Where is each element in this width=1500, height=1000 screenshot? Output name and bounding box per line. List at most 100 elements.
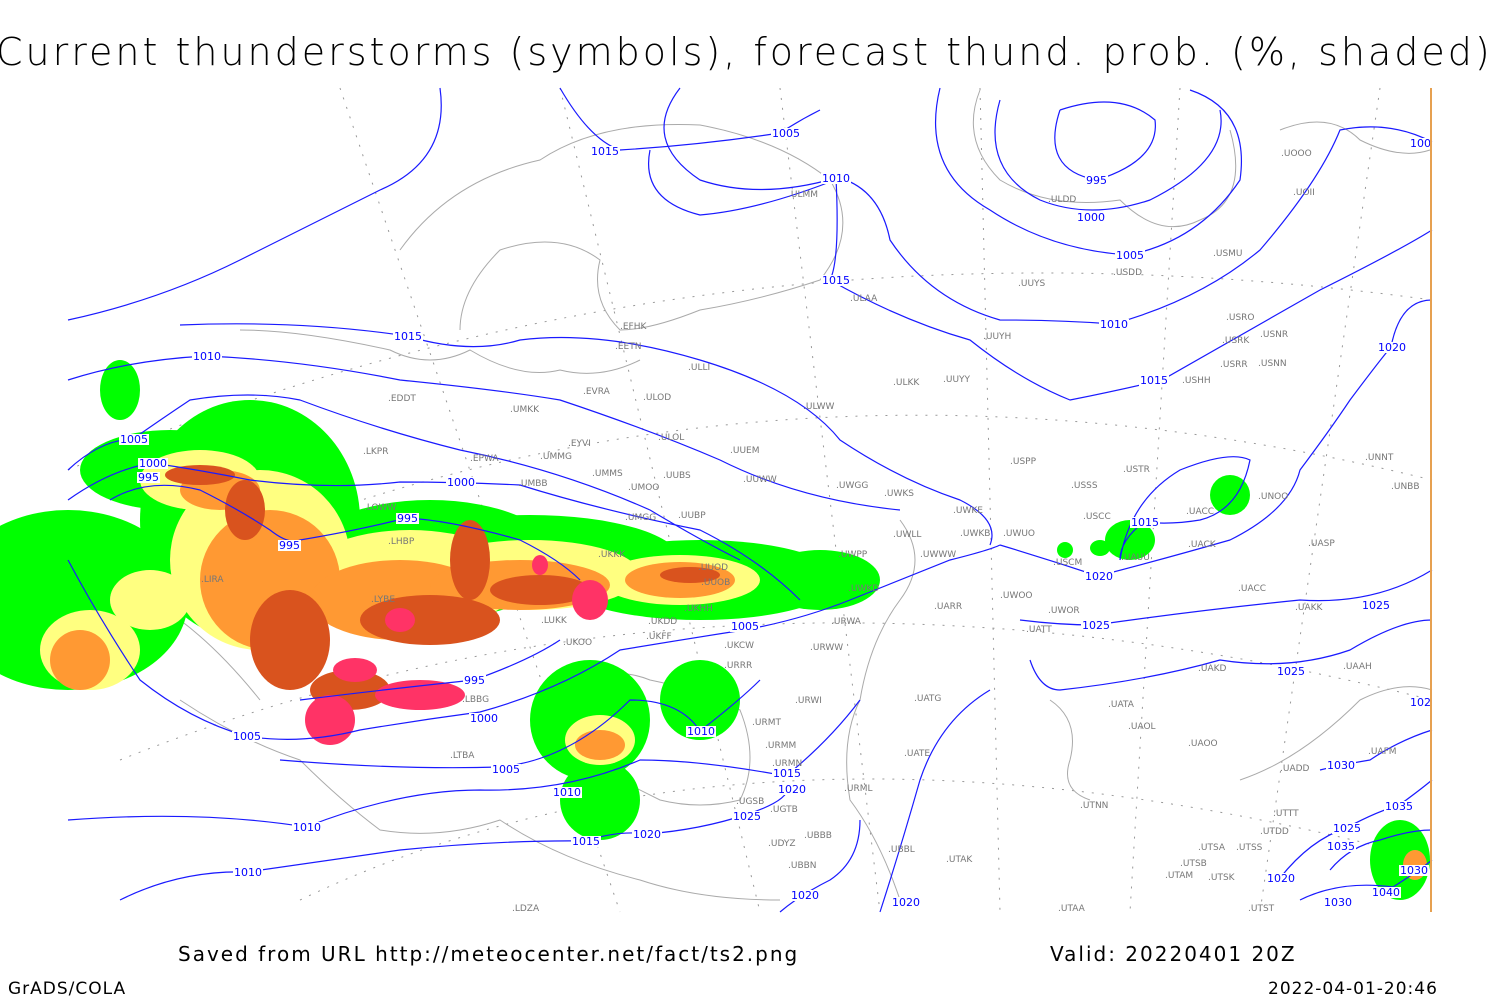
station-label-usnn: .USNN <box>1258 359 1287 369</box>
isobar-label: 102 <box>1410 696 1431 709</box>
station-label-ukhh: .UKHH <box>684 604 713 614</box>
station-label-ugtb: .UGTB <box>770 805 798 815</box>
isobar-label: 1015 <box>1131 516 1159 529</box>
isobar-label: 995 <box>138 471 159 484</box>
isobar-label: 1010 <box>1100 318 1128 331</box>
isobar-label: 1015 <box>572 835 600 848</box>
station-label-uuww: .UUWW <box>743 475 777 485</box>
isobar-label: 1020 <box>1378 341 1406 354</box>
station-label-ldza: .LDZA <box>512 904 540 914</box>
isobar-label-bg <box>686 726 716 737</box>
isobar-label-bg <box>469 713 499 724</box>
station-label-utaa: .UTAA <box>1058 904 1086 914</box>
isobar-label: 1025 <box>1362 599 1390 612</box>
isobar-label: 100 <box>1410 137 1431 150</box>
isobar-label: 1030 <box>1324 896 1352 909</box>
isobar-label: 1005 <box>772 127 800 140</box>
station-label-uauu: .UAUU <box>1121 553 1150 563</box>
station-label-utsb: .UTSB <box>1180 859 1207 869</box>
station-label-ukoo: .UKOO <box>563 638 592 648</box>
station-label-utss: .UTSS <box>1236 843 1263 853</box>
isobar-label-bg <box>1084 571 1114 582</box>
station-label-unoo: .UNOO <box>1258 492 1288 502</box>
thunderstorm-symbol-area <box>572 580 608 620</box>
thunderstorm-symbol-area <box>375 680 465 710</box>
prob-low-area <box>560 760 640 840</box>
isobar-label-bg <box>1115 250 1145 261</box>
isobar-label-bg <box>446 477 476 488</box>
isobar-label: 1035 <box>1327 840 1355 853</box>
station-label-uwww: .UWWW <box>920 550 956 560</box>
isobar-label: 1005 <box>120 433 148 446</box>
isobar-label-bg <box>1266 873 1296 884</box>
isobar-label-bg <box>463 675 486 686</box>
isobar-label-bg <box>396 513 419 524</box>
isobar-label-bg <box>1276 666 1306 677</box>
isobar-label-bg <box>292 822 322 833</box>
prob-low-area <box>1210 475 1250 515</box>
prob-high-area <box>225 480 265 540</box>
graticule <box>67 87 1433 913</box>
station-label-urmn: .URMN <box>772 759 802 769</box>
isobar-label-bg <box>1139 375 1169 386</box>
prob-high-area <box>490 575 590 605</box>
isobar-label-bg <box>771 128 801 139</box>
isobar-label: 995 <box>279 539 300 552</box>
isobar-label-bg <box>1323 897 1353 908</box>
station-label-ukdd: .UKDD <box>648 617 677 627</box>
isobar-label-bg <box>821 275 851 286</box>
isobar-label-bg <box>1409 697 1432 708</box>
isobar-label-bg <box>491 764 521 775</box>
station-label-uwor: .UWOR <box>1048 606 1080 616</box>
isobar-label-bg <box>730 621 760 632</box>
isobar-label-bg <box>233 867 263 878</box>
station-label-usrk: .USRK <box>1222 336 1250 346</box>
isobar-label-bg <box>119 434 149 445</box>
prob-low-area <box>1105 520 1155 560</box>
station-label-lhbp: .LHBP <box>388 537 415 547</box>
station-label-ushh: .USHH <box>1182 376 1211 386</box>
isobar-label-bg <box>1384 801 1414 812</box>
station-label-uaah: .UAAH <box>1343 662 1372 672</box>
prob-low-area <box>1090 540 1110 556</box>
station-label-uwll: .UWLL <box>893 530 921 540</box>
station-label-umkk: .UMKK <box>510 405 540 415</box>
station-label-lybe: .LYBE <box>371 595 395 605</box>
station-label-ulkk: .ULKK <box>893 378 920 388</box>
station-label-ubbl: .UBBL <box>888 845 915 855</box>
station-label-umoo: .UMOO <box>628 483 659 493</box>
isobar-label-bg <box>1326 760 1356 771</box>
station-label-uwpp: .UWPP <box>838 550 868 560</box>
station-label-umbb: .UMBB <box>518 479 548 489</box>
station-labels: .EFHK .EETN .ULLI .EVRA .ULOD .EDDT .UMKK .ULOL… <box>201 149 1420 914</box>
isobar-label: 1030 <box>1327 759 1355 772</box>
station-label-lira: .LIRA <box>201 575 224 585</box>
station-label-uuod: .UUOD <box>698 563 728 573</box>
station-label-uwuo: .UWUO <box>1003 529 1035 539</box>
station-label-epwa: .EPWA <box>470 454 499 464</box>
isobar-label: 1015 <box>394 330 422 343</box>
isobar-label-bg <box>1076 212 1106 223</box>
isobar-label: 1010 <box>822 172 850 185</box>
station-label-ukcw: .UKCW <box>724 641 754 651</box>
map-title: Current thunderstorms (symbols), forecas… <box>0 30 1493 74</box>
station-label-eetn: .EETN <box>615 342 641 352</box>
station-label-ltba: .LTBA <box>450 751 475 761</box>
isobar-label: 1010 <box>193 350 221 363</box>
station-label-usdd: .USDD <box>1113 268 1142 278</box>
station-label-urmm: .URMM <box>765 741 796 751</box>
thunderstorm-symbol-area <box>532 555 548 575</box>
station-label-uack: .UACK <box>1188 540 1217 550</box>
valid-time-text: Valid: 20220401 20Z <box>1050 942 1297 966</box>
station-label-uuob: .UUOB <box>701 578 730 588</box>
station-label-uatg: .UATG <box>914 694 941 704</box>
prob-low-area <box>760 550 880 610</box>
station-label-unbb: .UNBB <box>1391 482 1420 492</box>
station-label-ukkk: .UKKK <box>598 550 626 560</box>
isobar-label: 995 <box>464 674 485 687</box>
isobar-label: 995 <box>1086 174 1107 187</box>
isobar-label: 1000 <box>139 457 167 470</box>
isobar-label: 995 <box>397 512 418 525</box>
station-label-urml: .URML <box>844 784 872 794</box>
isobar-label-bg <box>790 890 820 901</box>
